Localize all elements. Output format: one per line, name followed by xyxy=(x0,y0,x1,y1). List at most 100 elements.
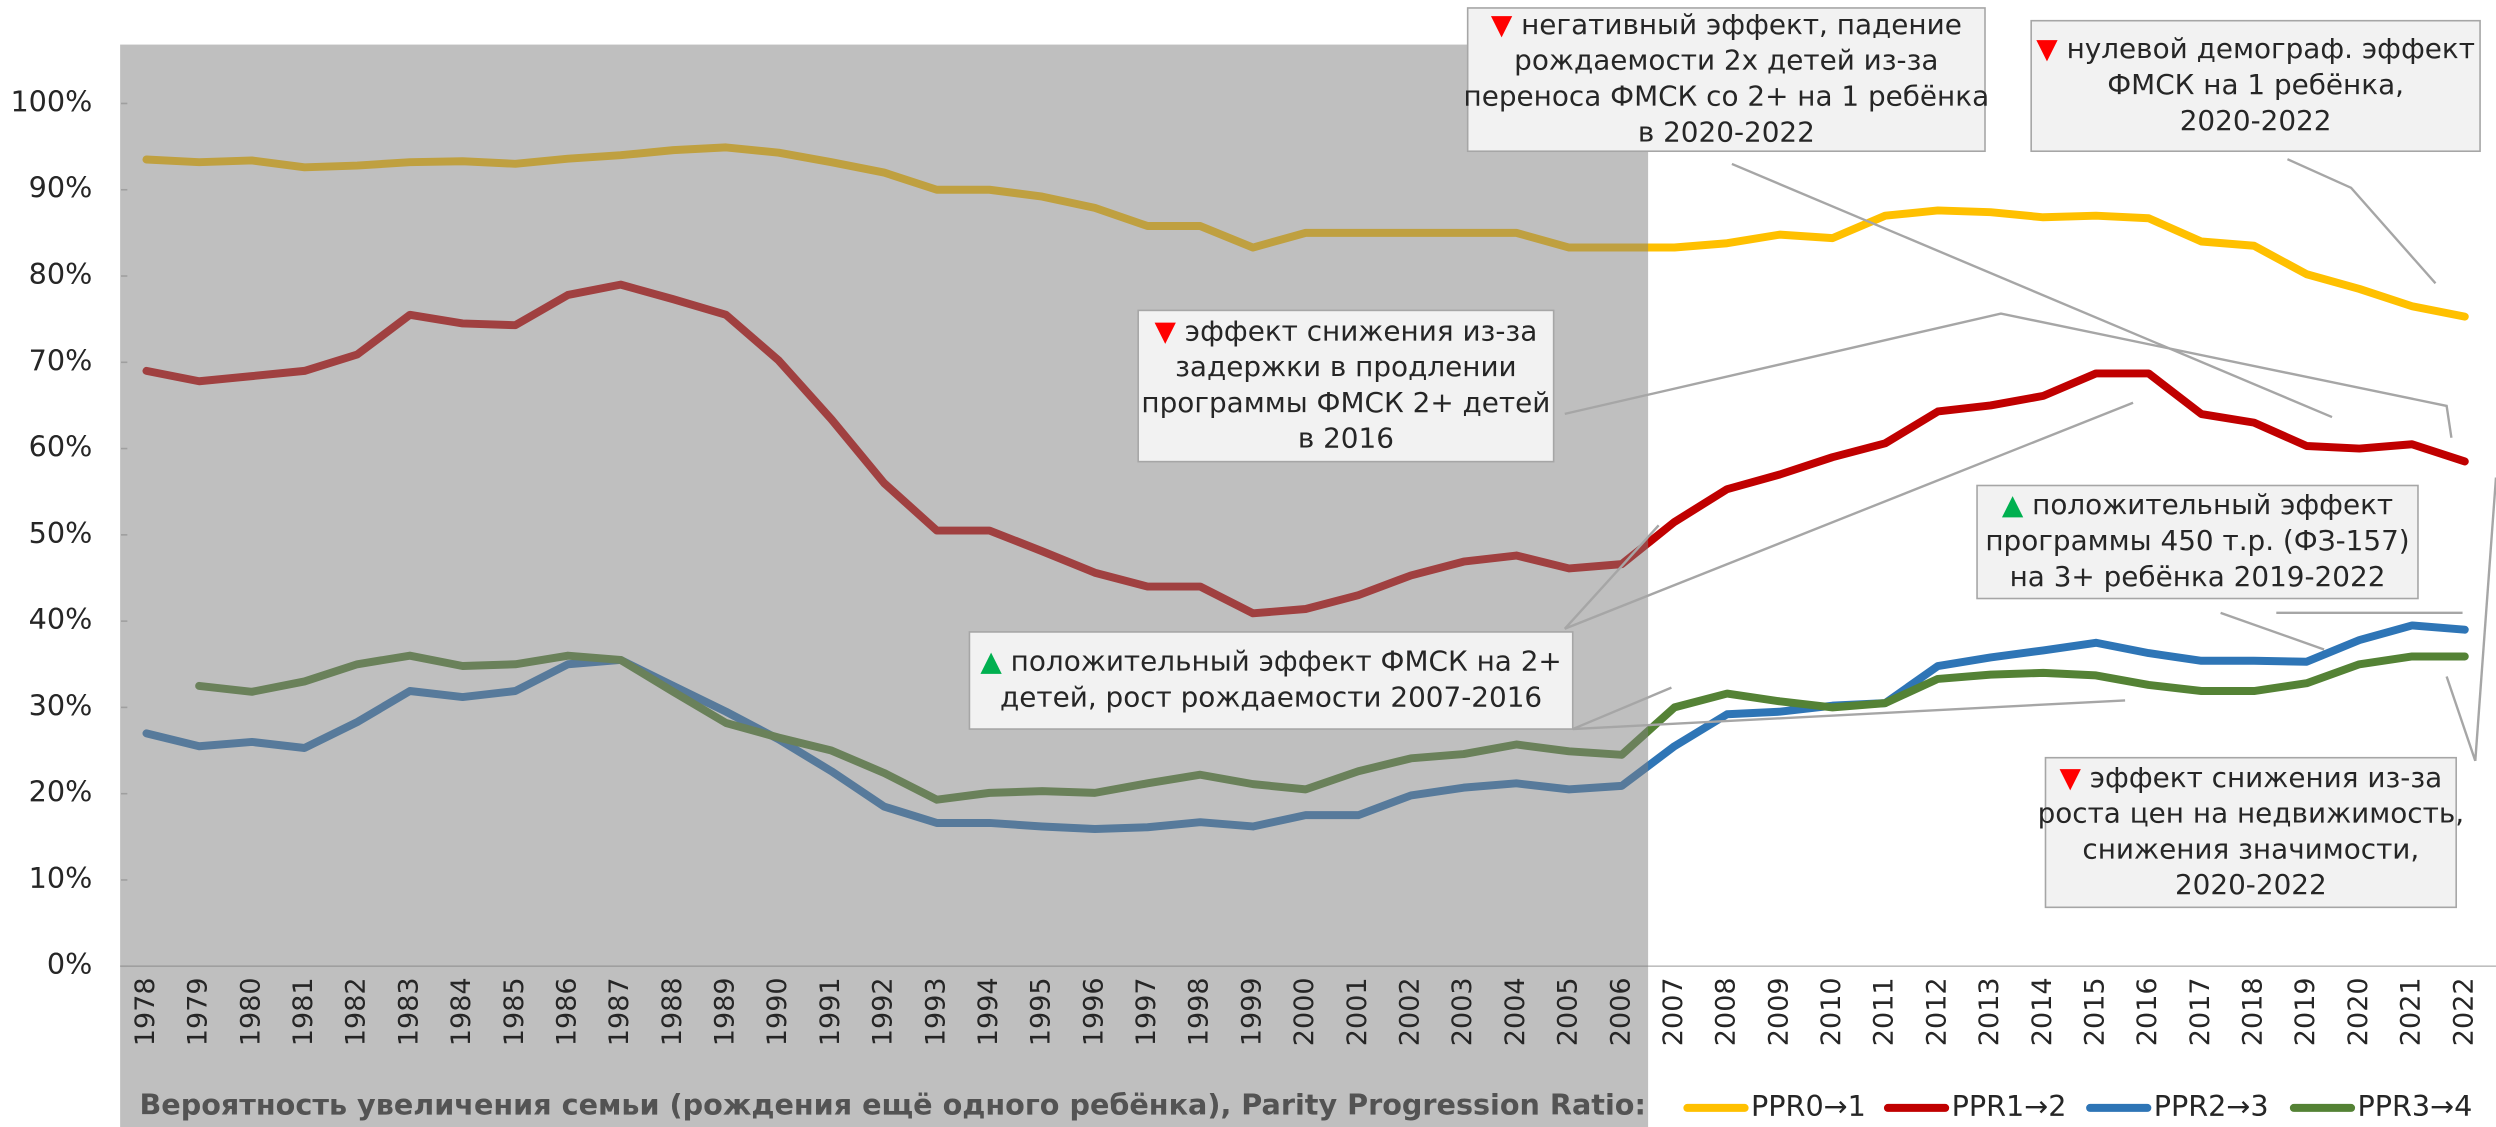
leader-line xyxy=(1564,401,2134,630)
annotation-box xyxy=(2044,756,2457,909)
x-tick-label: 2004 xyxy=(1500,977,1531,1046)
annotation-text: 2020-2022 xyxy=(2180,104,2332,137)
x-tick-label: 2022 xyxy=(2448,977,2479,1046)
y-tick-label: 50% xyxy=(29,516,93,550)
x-tick-label: 2011 xyxy=(1869,977,1900,1046)
x-tick-label: 1984 xyxy=(446,977,477,1046)
annotation-line: эффект снижения из-за xyxy=(2090,761,2442,794)
x-tick-label: 2002 xyxy=(1395,977,1426,1046)
legend-label: PPR0→1 xyxy=(1751,1089,1866,1123)
shaded-period xyxy=(120,44,1649,1127)
leader-line xyxy=(2474,477,2496,761)
x-tick-label: 1992 xyxy=(868,977,899,1046)
annotation-line: эффект снижения из-за xyxy=(1185,314,1537,347)
annotation-text: ▲ положительный эффект xyxy=(2002,488,2393,521)
x-tick-label: 1980 xyxy=(235,977,266,1046)
x-tick-label: 2001 xyxy=(1342,977,1373,1046)
annotation-text: ▼ эффект снижения из-за xyxy=(2059,761,2442,794)
annotation-box xyxy=(2030,19,2481,153)
x-tick-label: 2017 xyxy=(2185,977,2216,1046)
legend-label: PPR3→4 xyxy=(2357,1089,2472,1123)
annotation-line: снижения значимости, xyxy=(2082,832,2419,865)
x-tick-label: 2007 xyxy=(1658,977,1689,1046)
annotation-text: детей, рост рождаемости 2007-2016 xyxy=(1000,680,1542,713)
x-tick-label: 1979 xyxy=(183,977,214,1046)
x-tick-label: 2016 xyxy=(2132,977,2163,1046)
annotation-text: на 3+ ребёнка 2019-2022 xyxy=(2010,560,2386,593)
annotation-line: в 2016 xyxy=(1298,422,1394,455)
annotation-box xyxy=(1976,484,2419,600)
annotation-text: программы 450 т.р. (ФЗ-157) xyxy=(1985,524,2409,557)
x-tick-label: 1988 xyxy=(657,977,688,1046)
annotation-space xyxy=(2023,488,2032,521)
y-tick-label: 40% xyxy=(29,602,93,636)
annotation-line: 2020-2022 xyxy=(2180,104,2332,137)
annotation-marker: ▼ xyxy=(2059,761,2081,794)
x-tick-label: 1995 xyxy=(1026,977,1057,1046)
annotation-text: снижения значимости, xyxy=(2082,832,2419,865)
y-tick-label: 20% xyxy=(29,775,93,809)
annotation-text: программы ФМСК 2+ детей xyxy=(1141,386,1550,419)
x-tick-label: 1999 xyxy=(1236,977,1267,1046)
x-tick-label: 2012 xyxy=(1921,977,1952,1046)
x-tick-label: 2020 xyxy=(2343,977,2374,1046)
annotation-space xyxy=(2058,32,2067,65)
x-tick-label: 1986 xyxy=(551,977,582,1046)
y-tick-label: 60% xyxy=(29,430,93,464)
y-tick-label: 90% xyxy=(29,171,93,205)
x-tick-label: 1996 xyxy=(1078,977,1109,1046)
y-tick-label: 30% xyxy=(29,688,93,722)
leader-line xyxy=(1564,312,2453,438)
x-tick-label: 2009 xyxy=(1763,977,1794,1046)
annotation-text: роста цен на недвижимость, xyxy=(2038,797,2465,830)
x-tick-label: 1994 xyxy=(973,977,1004,1046)
annotation-line: на 3+ ребёнка 2019-2022 xyxy=(2010,560,2386,593)
annotation-line: нулевой демограф. эффект xyxy=(2067,32,2475,65)
annotation-marker: ▼ xyxy=(1491,8,1513,41)
annotation-text: ▼ эффект снижения из-за xyxy=(1155,314,1538,347)
leader-line xyxy=(1563,524,1660,630)
x-tick-label: 2005 xyxy=(1553,977,1584,1046)
annotation-line: ФМСК на 1 ребёнка, xyxy=(2107,68,2404,101)
y-tick-label: 10% xyxy=(29,861,93,895)
annotation-line: положительный эффект ФМСК на 2+ xyxy=(1011,645,1562,678)
x-tick-label: 1990 xyxy=(762,977,793,1046)
annotation-box xyxy=(1466,7,1986,153)
annotation-line: детей, рост рождаемости 2007-2016 xyxy=(1000,680,1542,713)
x-tick-label: 1983 xyxy=(393,977,424,1046)
annotation-text: рождаемости 2х детей из-за xyxy=(1514,44,1938,77)
legend-label: PPR1→2 xyxy=(1952,1089,2067,1123)
leader-line xyxy=(1731,162,2333,419)
x-tick-label: 1982 xyxy=(341,977,372,1046)
x-tick-label: 1987 xyxy=(604,977,635,1046)
annotation-space xyxy=(1002,645,1011,678)
x-tick-label: 1978 xyxy=(130,977,161,1046)
annotation-line: положительный эффект xyxy=(2032,488,2393,521)
annotation-marker: ▲ xyxy=(2002,488,2024,521)
x-tick-label: 2015 xyxy=(2079,977,2110,1046)
annotation-text: ▲ положительный эффект ФМСК на 2+ xyxy=(980,645,1561,678)
annotation-space xyxy=(1176,314,1185,347)
annotation-text: в 2020-2022 xyxy=(1638,115,1815,148)
x-tick-label: 1981 xyxy=(288,977,319,1046)
annotation-text: переноса ФМСК со 2+ на 1 ребёнка xyxy=(1464,79,1990,112)
x-tick-label: 2013 xyxy=(1974,977,2005,1046)
y-tick-label: 80% xyxy=(29,257,93,291)
x-tick-label: 2019 xyxy=(2290,977,2321,1046)
leader-line xyxy=(1572,686,1672,731)
annotation-text: ▼ негативный эффект, падение xyxy=(1491,8,1962,41)
annotation-text: 2020-2022 xyxy=(2175,868,2327,901)
annotation-line: 2020-2022 xyxy=(2175,868,2327,901)
y-tick-label: 100% xyxy=(10,84,92,118)
x-tick-label: 2000 xyxy=(1289,977,1320,1046)
x-tick-label: 1985 xyxy=(499,977,530,1046)
y-tick-label: 0% xyxy=(47,947,92,981)
annotation-marker: ▲ xyxy=(980,645,1002,678)
annotation-text: ▼ нулевой демограф. эффект xyxy=(2036,32,2475,65)
annotation-box xyxy=(1137,309,1555,463)
annotation-line: в 2020-2022 xyxy=(1638,115,1815,148)
leader-line xyxy=(2286,158,2437,285)
annotation-line: переноса ФМСК со 2+ на 1 ребёнка xyxy=(1464,79,1990,112)
x-tick-label: 2008 xyxy=(1711,977,1742,1046)
